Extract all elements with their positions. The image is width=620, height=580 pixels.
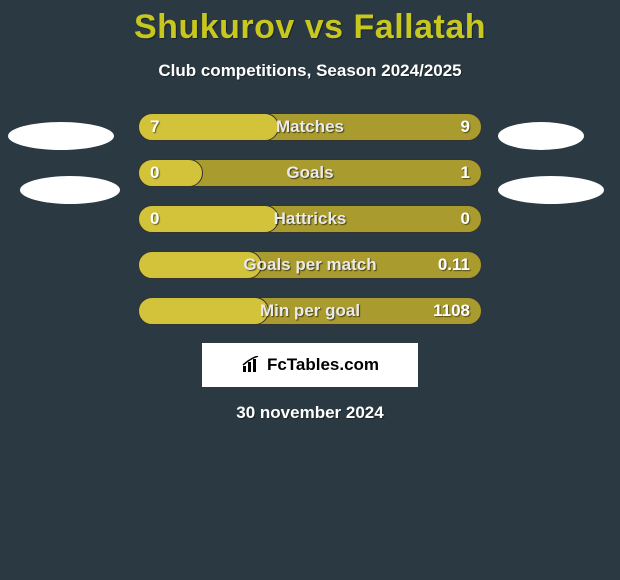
stat-label: Matches [138,113,482,141]
stat-row: 0.11Goals per match [138,251,482,279]
stat-label: Min per goal [138,297,482,325]
decorative-ellipse [20,176,120,204]
source-logo-box: FcTables.com [202,343,418,387]
stat-row: 1108Min per goal [138,297,482,325]
page-title: Shukurov vs Fallatah [0,0,620,47]
chart-icon [241,356,263,374]
decorative-ellipse [498,176,604,204]
stat-label: Goals [138,159,482,187]
comparison-infographic: Shukurov vs Fallatah Club competitions, … [0,0,620,423]
stat-row: 00Hattricks [138,205,482,233]
source-logo-text: FcTables.com [267,355,379,375]
stat-label: Hattricks [138,205,482,233]
source-logo: FcTables.com [241,355,379,375]
decorative-ellipse [8,122,114,150]
stat-label: Goals per match [138,251,482,279]
page-subtitle: Club competitions, Season 2024/2025 [0,61,620,81]
decorative-ellipse [498,122,584,150]
stat-row: 01Goals [138,159,482,187]
date-line: 30 november 2024 [0,403,620,423]
stat-row: 79Matches [138,113,482,141]
